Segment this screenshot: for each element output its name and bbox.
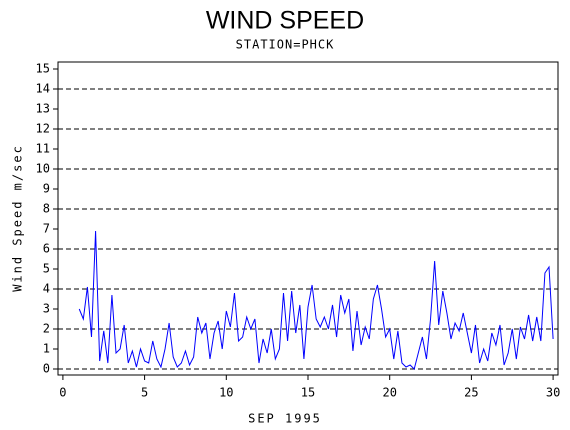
chart-title: WIND SPEED (206, 7, 364, 35)
y-tick-label: 3 (43, 302, 50, 316)
y-tick-label: 10 (36, 162, 50, 176)
x-tick-label: 15 (301, 386, 315, 400)
y-axis-label: Wind Speed m/sec (11, 144, 25, 292)
y-tick-label: 11 (36, 142, 50, 156)
chart-subtitle: STATION=PHCK (236, 38, 335, 52)
y-tick-label: 9 (43, 182, 50, 196)
y-tick-label: 7 (43, 222, 50, 236)
y-tick-label: 2 (43, 322, 50, 336)
y-tick-label: 0 (43, 362, 50, 376)
data-line (78, 230, 554, 370)
plot-frame (57, 61, 559, 376)
y-tick-label: 4 (43, 282, 50, 296)
x-tick-label: 30 (546, 386, 560, 400)
x-tick-label: 10 (219, 386, 233, 400)
y-tick-label: 6 (43, 242, 50, 256)
x-axis-label: SEP 1995 (248, 412, 322, 426)
y-tick-label: 5 (43, 262, 50, 276)
y-tick-label: 15 (36, 62, 50, 76)
x-tick-label: 20 (382, 386, 396, 400)
y-tick-label: 8 (43, 202, 50, 216)
y-tick-label: 12 (36, 122, 50, 136)
y-tick-label: 13 (36, 102, 50, 116)
x-tick-label: 0 (59, 386, 66, 400)
x-tick-label: 25 (464, 386, 478, 400)
y-tick-label: 1 (43, 342, 50, 356)
y-tick-label: 14 (36, 82, 50, 96)
x-tick-label: 5 (141, 386, 148, 400)
